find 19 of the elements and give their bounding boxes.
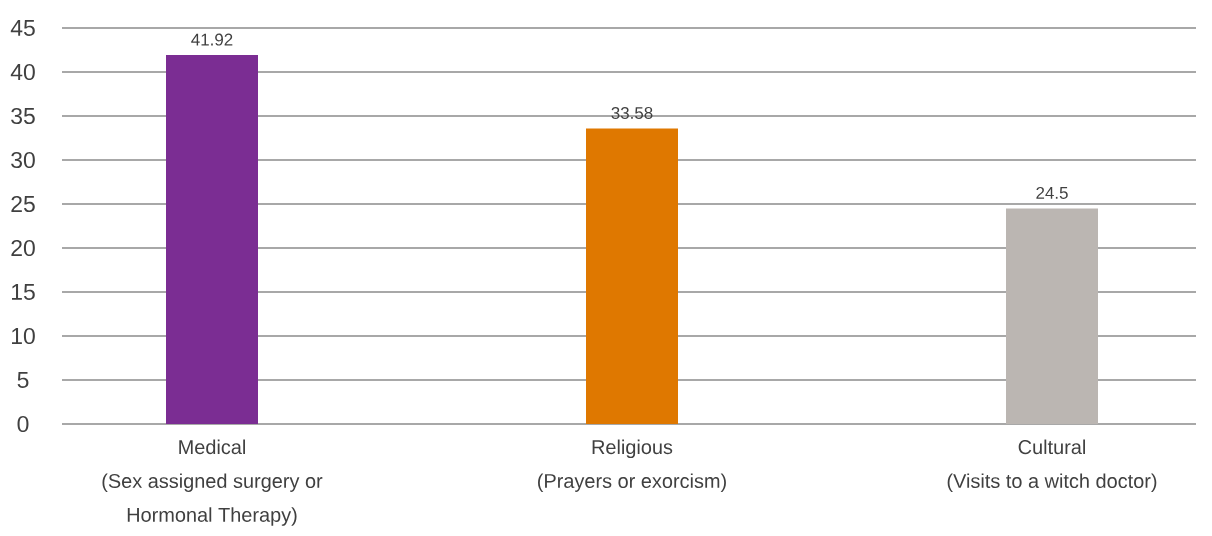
data-label: 41.92: [191, 33, 233, 46]
data-label: 24.5: [1036, 186, 1068, 199]
bar: [586, 128, 678, 424]
x-tick-label: Cultural (Visits to a witch doctor): [947, 439, 1157, 492]
x-tick-label: Medical (Sex assigned surgery or Hormonal Therapy): [102, 439, 323, 526]
bar: [166, 55, 258, 424]
y-tick-label: 25: [11, 195, 35, 213]
data-label: 33.58: [611, 106, 653, 119]
y-tick-label: 20: [11, 239, 35, 257]
x-tick-label: Religious (Prayers or exorcism): [538, 439, 726, 492]
y-tick-label: 0: [17, 415, 29, 433]
y-tick-label: 15: [12, 284, 35, 300]
y-tick-label: 5: [17, 372, 29, 388]
y-tick-label: 35: [11, 107, 35, 125]
y-tick-label: 40: [10, 63, 35, 81]
y-tick-label: 30: [11, 151, 35, 169]
y-tick-label: 45: [10, 20, 35, 36]
bar: [1006, 208, 1098, 424]
y-tick-label: 10: [12, 327, 35, 345]
